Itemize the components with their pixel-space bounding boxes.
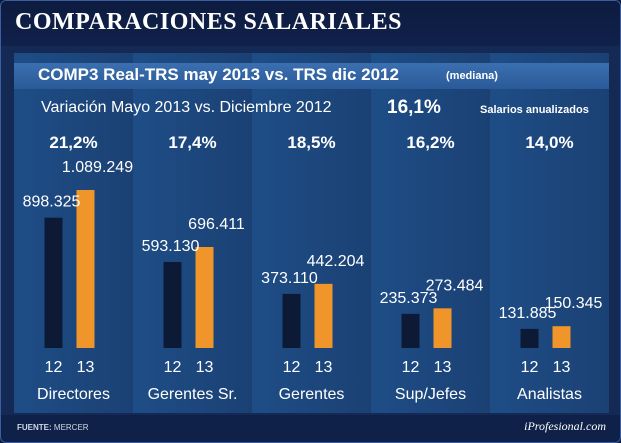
category-label-3: Sup/Jefes xyxy=(395,386,466,403)
tick-label-12-0: 12 xyxy=(45,359,63,376)
value-label-12-2: 373.110 xyxy=(261,270,318,287)
chart-subtitle: COMP3 Real-TRS may 2013 vs. TRS dic 2012 xyxy=(38,65,399,84)
percent-change-1: 17,4% xyxy=(168,133,216,152)
source-value: MERCER xyxy=(53,423,89,432)
percent-change-4: 14,0% xyxy=(525,133,573,152)
chart-panel xyxy=(14,53,609,413)
bar-13-4 xyxy=(552,326,571,348)
bar-13-0 xyxy=(76,190,95,348)
value-label-12-4: 131.885 xyxy=(499,305,557,322)
bar-13-2 xyxy=(314,283,333,348)
tick-label-12-4: 12 xyxy=(521,359,539,376)
bar-13-1 xyxy=(195,246,214,348)
footer-bar xyxy=(1,415,620,442)
value-label-13-3: 273.484 xyxy=(426,277,484,294)
tick-label-13-4: 13 xyxy=(553,359,571,376)
subtitle-bar xyxy=(14,63,609,89)
value-label-12-3: 235.373 xyxy=(380,290,438,307)
tick-label-13-0: 13 xyxy=(77,359,95,376)
header-bar xyxy=(1,1,620,46)
variation-label: Variación Mayo 2013 vs. Diciembre 2012 xyxy=(41,99,332,116)
percent-change-2: 18,5% xyxy=(287,133,335,152)
value-label-13-2: 442.204 xyxy=(307,253,365,270)
category-label-4: Analistas xyxy=(517,386,582,403)
value-label-13-0: 1.089.249 xyxy=(62,159,133,176)
bar-12-0 xyxy=(44,217,63,348)
value-label-13-1: 696.411 xyxy=(188,216,245,233)
tick-label-12-2: 12 xyxy=(283,359,301,376)
category-label-1: Gerentes Sr. xyxy=(148,386,238,403)
bar-12-1 xyxy=(163,261,182,348)
bar-12-2 xyxy=(282,293,301,348)
subtitle-note: (mediana) xyxy=(446,70,498,82)
percent-change-0: 21,2% xyxy=(49,133,97,152)
value-label-12-0: 898.325 xyxy=(23,194,81,211)
annualized-note: Salarios anualizados xyxy=(480,104,589,116)
percent-change-3: 16,2% xyxy=(406,133,454,152)
page-title: COMPARACIONES SALARIALES xyxy=(15,9,402,35)
tick-label-13-1: 13 xyxy=(196,359,214,376)
tick-label-12-3: 12 xyxy=(402,359,420,376)
brand-logo: iProfesional.com xyxy=(524,419,606,433)
footer-source: FUENTE: MERCER xyxy=(17,423,89,432)
value-label-12-1: 593.130 xyxy=(142,238,200,255)
bar-12-3 xyxy=(401,313,420,348)
tick-label-12-1: 12 xyxy=(164,359,182,376)
source-label: FUENTE: xyxy=(17,423,52,432)
bar-12-4 xyxy=(520,328,539,348)
bar-13-3 xyxy=(433,308,452,348)
tick-label-13-3: 13 xyxy=(434,359,452,376)
category-label-2: Gerentes xyxy=(279,386,345,403)
category-label-0: Directores xyxy=(37,386,110,403)
value-label-13-4: 150.345 xyxy=(545,295,603,312)
tick-label-13-2: 13 xyxy=(315,359,333,376)
variation-value: 16,1% xyxy=(387,97,441,118)
